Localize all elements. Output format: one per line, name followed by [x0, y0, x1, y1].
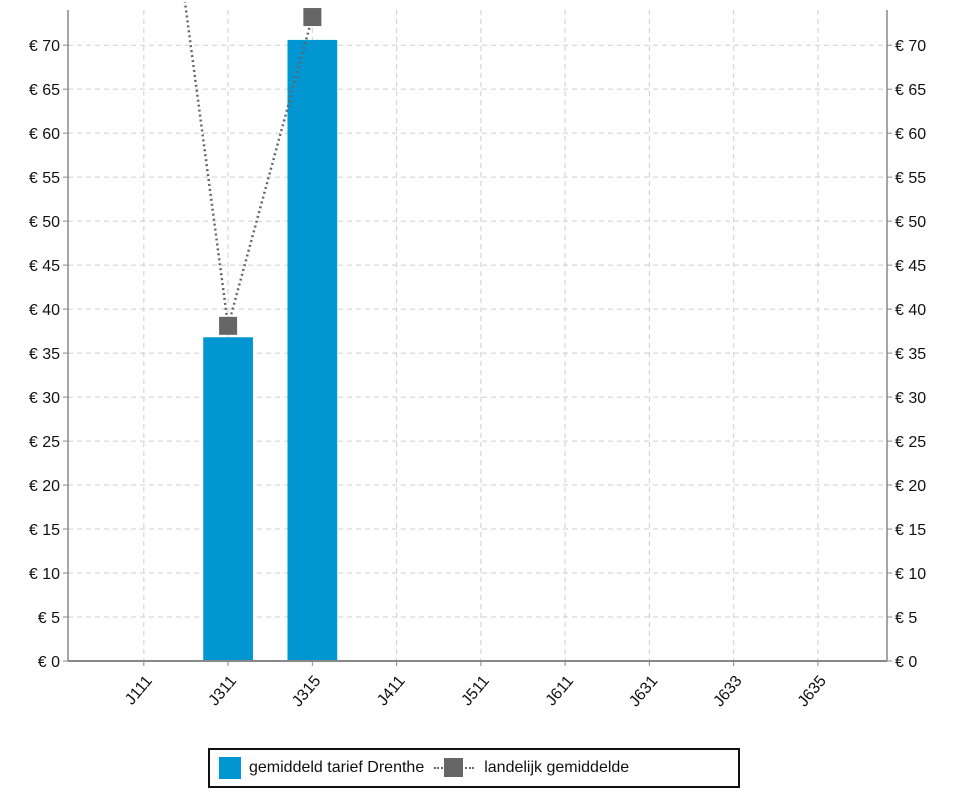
legend-label-bar: gemiddeld tarief Drenthe	[249, 759, 425, 776]
y-tick-label-left: € 50	[29, 214, 60, 231]
x-tick-label: J111	[122, 673, 156, 709]
bar	[287, 39, 338, 661]
y-tick-label-right: € 10	[895, 566, 926, 583]
y-tick-label-right: € 25	[895, 434, 926, 451]
y-tick-label-right: € 15	[895, 522, 926, 539]
y-tick-label-left: € 20	[29, 478, 60, 495]
chart-svg: € 0 € 5 € 10 € 15 € 20 € 25 € 30 € 35 € 40 € 45 € …	[29, 2, 926, 711]
y-tick-label-right: € 60	[895, 126, 926, 143]
chart: € 0 € 5 € 10 € 15 € 20 € 25 € 30 € 35 € 40 € 45 € …	[29, 2, 926, 711]
y-tick-label-right: € 65	[895, 82, 926, 99]
y-tick-label-right: € 70	[895, 38, 926, 55]
legend-item-bar: gemiddeld tarief Drenthe	[210, 757, 424, 779]
y-axis-right-labels: € 0 € 5 € 10 € 15 € 20 € 25 € 30 € 35 € 40 € 45 € …	[895, 38, 926, 671]
y-tick-label-left: € 15	[29, 522, 60, 539]
line-series	[183, 2, 322, 335]
x-axis-labels: J111 J311 J315 J411 J511 J611 J631 J633 J635	[122, 673, 830, 711]
line-path	[183, 2, 314, 327]
y-tick-label-left: € 40	[29, 302, 60, 319]
bar-series	[203, 39, 338, 661]
y-tick-label-right: € 40	[895, 302, 926, 319]
y-tick-label-right: € 20	[895, 478, 926, 495]
y-tick-label-left: € 0	[38, 654, 60, 671]
y-tick-label-left: € 70	[29, 38, 60, 55]
grid	[68, 10, 887, 661]
bar-swatch-icon	[219, 757, 241, 779]
axes	[63, 10, 892, 666]
line-point	[303, 8, 322, 27]
legend-label-line: landelijk gemiddelde	[484, 759, 630, 776]
legend-item-line: landelijk gemiddelde	[424, 757, 629, 779]
y-tick-label-left: € 25	[29, 434, 60, 451]
y-tick-label-right: € 45	[895, 258, 926, 275]
x-tick-label: J311	[206, 673, 241, 710]
y-tick-label-right: € 30	[895, 390, 926, 407]
dotted-line-square-marker-icon	[434, 757, 475, 779]
y-tick-label-left: € 45	[29, 258, 60, 275]
y-tick-label-left: € 65	[29, 82, 60, 99]
y-tick-label-right: € 0	[895, 654, 917, 671]
y-tick-label-left: € 30	[29, 390, 60, 407]
y-tick-label-right: € 5	[895, 610, 917, 627]
y-tick-label-left: € 35	[29, 346, 60, 363]
y-tick-label-right: € 35	[895, 346, 926, 363]
y-tick-label-left: € 10	[29, 566, 60, 583]
x-tick-label: J315	[289, 673, 324, 711]
line-point	[219, 316, 238, 335]
y-tick-label-left: € 55	[29, 170, 60, 187]
y-tick-label-left: € 60	[29, 126, 60, 143]
y-tick-label-left: € 5	[38, 610, 60, 627]
y-tick-label-right: € 50	[895, 214, 926, 231]
y-tick-label-right: € 55	[895, 170, 926, 187]
legend: gemiddeld tarief Drenthe landelijk gemid…	[208, 748, 740, 788]
x-tick-label: J633	[710, 673, 745, 711]
y-axis-left-labels: € 0 € 5 € 10 € 15 € 20 € 25 € 30 € 35 € 40 € 45 € …	[29, 38, 60, 671]
bar	[203, 337, 253, 661]
x-tick-label: J511	[458, 673, 493, 710]
x-tick-label: J611	[543, 673, 578, 710]
x-tick-label: J631	[626, 673, 661, 711]
x-tick-label: J411	[374, 673, 409, 710]
x-tick-label: J635	[795, 673, 830, 711]
